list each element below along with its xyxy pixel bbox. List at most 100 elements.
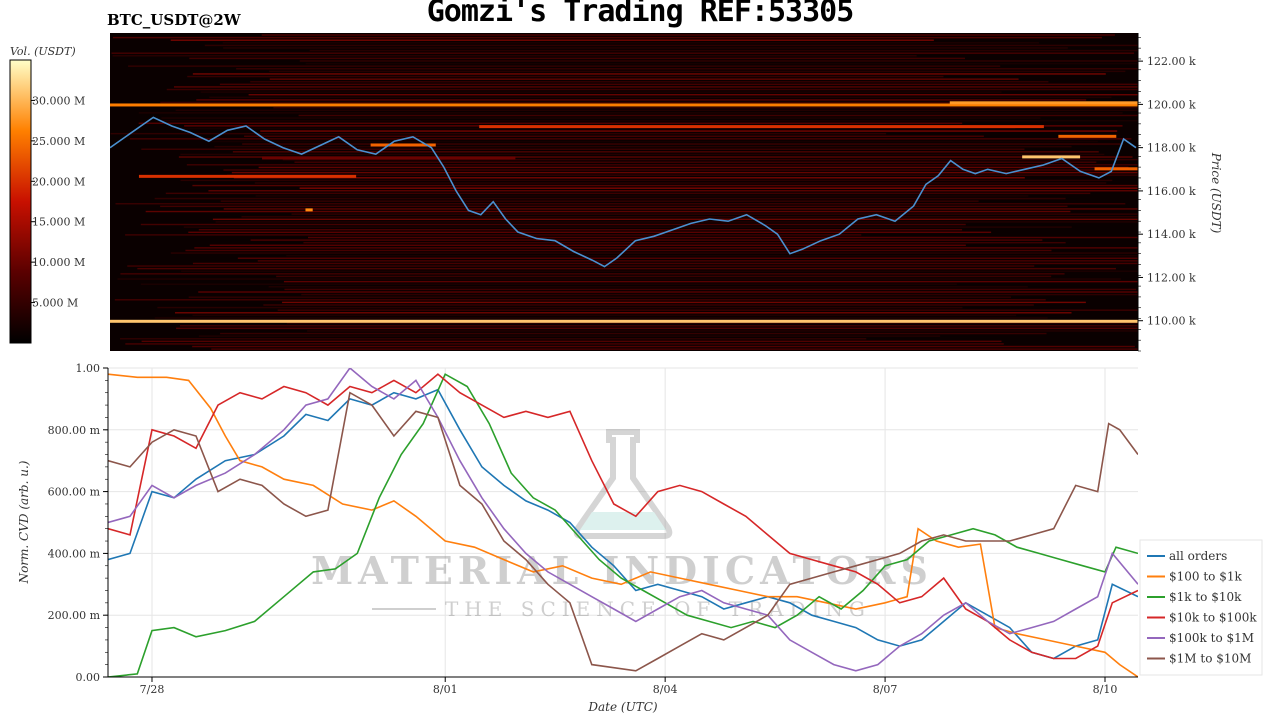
heatmap-band: [170, 252, 1138, 254]
legend-label: $100 to $1k: [1169, 570, 1242, 584]
price-tick-label: 110.00 k: [1147, 315, 1196, 328]
cvd-series-line: [108, 368, 1138, 672]
heatmap-band: [180, 179, 1113, 182]
cvd-x-tick-label: 8/01: [433, 683, 458, 696]
heatmap-band: [236, 68, 1138, 70]
heatmap-band: [115, 203, 1126, 205]
colorbar-label: Vol. (USDT): [10, 45, 76, 58]
cvd-y-ticks: 0.00 200.00 m 400.00 m 600.00 m 800.00 m 1.00: [48, 362, 108, 684]
heatmap-band: [166, 88, 1138, 91]
heatmap-band: [305, 62, 1138, 65]
heatmap-level: [110, 103, 1138, 107]
heatmap-band: [309, 49, 1138, 52]
heatmap-level: [479, 125, 1044, 129]
heatmap-band: [286, 322, 1138, 324]
colorbar-ticks: 5.000 M 10.000 M 15.000 M 20.000 M 25.000 M 3…: [31, 94, 85, 310]
cvd-x-tick-label: 8/07: [873, 683, 898, 696]
heatmap-band: [171, 127, 1016, 130]
heatmap-band: [180, 153, 1105, 156]
heatmap-band: [154, 197, 1066, 200]
colorbar-tick-label: 20.000 M: [32, 175, 85, 188]
heatmap-band: [241, 216, 1138, 218]
heatmap-band: [255, 195, 1029, 197]
heatmap-band: [220, 332, 1047, 335]
heatmap-band: [204, 44, 1138, 47]
heatmap-band: [114, 299, 1046, 301]
cvd-y-tick-label: 1.00: [76, 362, 101, 375]
heatmap-band: [112, 36, 1102, 39]
heatmap-band: [227, 174, 1138, 176]
heatmap-band: [294, 161, 1097, 163]
heatmap-band: [209, 244, 966, 246]
heatmap-band: [137, 267, 1116, 270]
colorbar-tick-label: 10.000 M: [32, 256, 85, 269]
flask-icon: [573, 429, 673, 539]
heatmap-level: [305, 208, 313, 212]
heatmap-level: [110, 319, 1138, 323]
heatmap-band: [250, 81, 1049, 83]
price-line: [110, 116, 1137, 268]
heatmap-band: [157, 306, 963, 309]
heatmap-band: [208, 190, 1138, 192]
heatmap-band: [223, 169, 1138, 171]
legend-label: $1k to $10k: [1169, 590, 1242, 604]
watermark: MATERIAL INDICATORS THE SCIENCE OF TRADI…: [311, 429, 928, 621]
heatmap-band: [301, 293, 1138, 296]
heatmap-level: [1022, 155, 1081, 159]
heatmap-band: [214, 145, 1072, 148]
heatmap-band: [207, 140, 1098, 143]
heatmap-band: [244, 135, 984, 137]
heatmap-band: [291, 213, 1138, 215]
heatmap-band: [268, 286, 1028, 288]
cvd-y-label: Norm. CVD (arb. u.): [17, 460, 31, 584]
heatmap-band: [161, 117, 1041, 119]
cvd-series-line: [108, 373, 1138, 660]
heatmap-band: [211, 348, 1138, 350]
heatmap-band: [237, 257, 1138, 259]
heatmap-band: [286, 254, 1138, 257]
heatmap-level: [370, 143, 436, 147]
heatmap-band: [200, 91, 1002, 93]
heatmap-band: [254, 182, 1107, 184]
heatmap-band: [192, 262, 1138, 265]
heatmap-band: [170, 39, 934, 41]
colorbar-tick-label: 30.000 M: [32, 94, 85, 107]
heatmap-band: [192, 314, 1017, 317]
heatmap-band: [222, 42, 1039, 44]
heatmap-band: [192, 73, 1106, 75]
cvd-series: [108, 368, 1138, 677]
heatmap-band: [269, 70, 1126, 73]
cvd-series-line: [108, 391, 1138, 672]
heatmap-band: [283, 280, 1138, 283]
heatmap-band: [284, 288, 1137, 291]
price-tick-label: 116.00 k: [1147, 185, 1196, 198]
cvd-series-line: [108, 388, 1138, 660]
heatmap-band: [187, 75, 944, 78]
legend-label: all orders: [1169, 549, 1227, 563]
heatmap-level: [262, 156, 516, 160]
price-tick-label: 112.00 k: [1147, 271, 1196, 284]
heatmap-band: [299, 187, 1138, 189]
heatmap-band: [185, 249, 1052, 252]
heatmap-band: [194, 247, 1138, 249]
heatmap-band: [154, 317, 1048, 319]
cvd-y-tick-label: 800.00 m: [48, 424, 101, 437]
heatmap-band: [120, 338, 867, 340]
colorbar: [9, 59, 32, 344]
heatmap-band: [140, 223, 966, 226]
price-axis-label: Price (USDT): [1209, 152, 1223, 234]
heatmap-band: [111, 52, 1135, 54]
colorbar-tick-label: 5.000 M: [32, 297, 78, 310]
heatmap-band: [165, 192, 1091, 195]
heatmap-band: [141, 148, 1025, 150]
heatmap-band: [138, 122, 963, 124]
page-title: Gomzi's Trading REF:53305: [426, 0, 855, 29]
heatmap-band: [192, 184, 1138, 187]
price-tick-label: 118.00 k: [1147, 142, 1196, 155]
heatmap-band: [138, 112, 1123, 114]
heatmap-band: [189, 57, 965, 60]
heatmap-band: [233, 177, 1025, 179]
legend-box: [1139, 539, 1263, 676]
cvd-y-tick-label: 400.00 m: [48, 547, 101, 560]
